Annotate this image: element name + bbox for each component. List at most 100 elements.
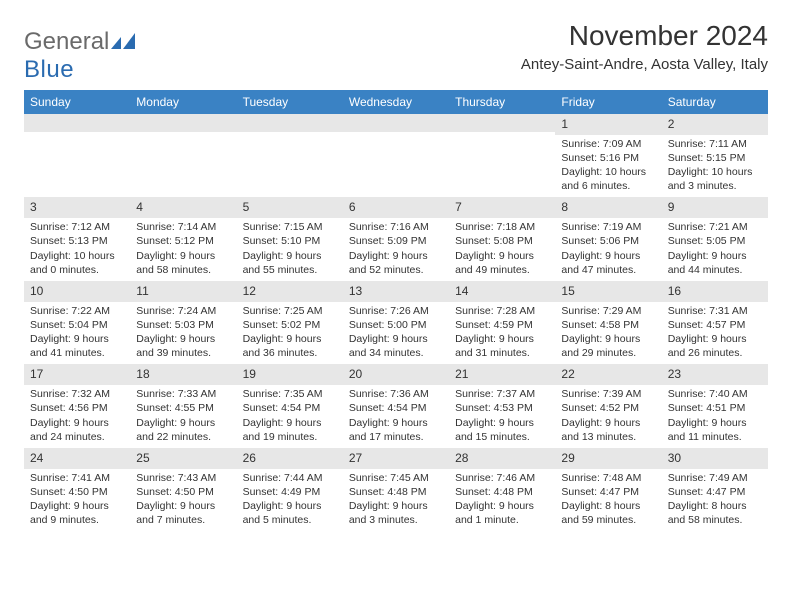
day-details: Sunrise: 7:33 AMSunset: 4:55 PMDaylight:… [130, 385, 236, 448]
sunrise-text: Sunrise: 7:21 AM [668, 220, 762, 234]
calendar-week-row: 1Sunrise: 7:09 AMSunset: 5:16 PMDaylight… [24, 114, 768, 197]
weekday-header: Sunday [24, 90, 130, 114]
calendar-day-cell: 10Sunrise: 7:22 AMSunset: 5:04 PMDayligh… [24, 281, 130, 364]
daylight-text: Daylight: 9 hours and 22 minutes. [136, 416, 230, 444]
day-number: 8 [555, 197, 661, 218]
sunrise-text: Sunrise: 7:35 AM [243, 387, 337, 401]
daylight-text: Daylight: 8 hours and 58 minutes. [668, 499, 762, 527]
day-details: Sunrise: 7:31 AMSunset: 4:57 PMDaylight:… [662, 302, 768, 365]
sunset-text: Sunset: 5:04 PM [30, 318, 124, 332]
sunrise-text: Sunrise: 7:18 AM [455, 220, 549, 234]
sunset-text: Sunset: 4:56 PM [30, 401, 124, 415]
logo-triangles-icon [111, 33, 141, 49]
day-number: 18 [130, 364, 236, 385]
calendar-week-row: 3Sunrise: 7:12 AMSunset: 5:13 PMDaylight… [24, 197, 768, 280]
sunset-text: Sunset: 5:09 PM [349, 234, 443, 248]
calendar-header-row: Sunday Monday Tuesday Wednesday Thursday… [24, 90, 768, 114]
sunset-text: Sunset: 5:05 PM [668, 234, 762, 248]
day-number [449, 114, 555, 132]
day-number: 4 [130, 197, 236, 218]
header: General Blue November 2024 Antey-Saint-A… [24, 20, 768, 84]
weekday-header: Wednesday [343, 90, 449, 114]
daylight-text: Daylight: 8 hours and 59 minutes. [561, 499, 655, 527]
day-number: 1 [555, 114, 661, 135]
sunset-text: Sunset: 5:08 PM [455, 234, 549, 248]
sunrise-text: Sunrise: 7:14 AM [136, 220, 230, 234]
day-details: Sunrise: 7:43 AMSunset: 4:50 PMDaylight:… [130, 469, 236, 532]
day-details-empty [343, 132, 449, 138]
day-number: 13 [343, 281, 449, 302]
daylight-text: Daylight: 9 hours and 52 minutes. [349, 249, 443, 277]
sunset-text: Sunset: 4:47 PM [561, 485, 655, 499]
sunset-text: Sunset: 5:06 PM [561, 234, 655, 248]
day-number: 9 [662, 197, 768, 218]
calendar-day-cell: 13Sunrise: 7:26 AMSunset: 5:00 PMDayligh… [343, 281, 449, 364]
calendar-day-cell [343, 114, 449, 197]
daylight-text: Daylight: 10 hours and 6 minutes. [561, 165, 655, 193]
day-details: Sunrise: 7:19 AMSunset: 5:06 PMDaylight:… [555, 218, 661, 281]
day-details-empty [237, 132, 343, 138]
sunset-text: Sunset: 4:58 PM [561, 318, 655, 332]
day-number: 25 [130, 448, 236, 469]
calendar-day-cell: 29Sunrise: 7:48 AMSunset: 4:47 PMDayligh… [555, 448, 661, 531]
weekday-header: Saturday [662, 90, 768, 114]
daylight-text: Daylight: 9 hours and 58 minutes. [136, 249, 230, 277]
sunset-text: Sunset: 5:03 PM [136, 318, 230, 332]
day-number: 2 [662, 114, 768, 135]
sunrise-text: Sunrise: 7:36 AM [349, 387, 443, 401]
calendar-day-cell: 16Sunrise: 7:31 AMSunset: 4:57 PMDayligh… [662, 281, 768, 364]
daylight-text: Daylight: 9 hours and 1 minute. [455, 499, 549, 527]
daylight-text: Daylight: 9 hours and 55 minutes. [243, 249, 337, 277]
calendar-day-cell: 19Sunrise: 7:35 AMSunset: 4:54 PMDayligh… [237, 364, 343, 447]
day-number: 20 [343, 364, 449, 385]
sunrise-text: Sunrise: 7:29 AM [561, 304, 655, 318]
calendar-day-cell [24, 114, 130, 197]
day-number: 12 [237, 281, 343, 302]
sunrise-text: Sunrise: 7:12 AM [30, 220, 124, 234]
day-details: Sunrise: 7:14 AMSunset: 5:12 PMDaylight:… [130, 218, 236, 281]
calendar-day-cell: 28Sunrise: 7:46 AMSunset: 4:48 PMDayligh… [449, 448, 555, 531]
sunrise-text: Sunrise: 7:48 AM [561, 471, 655, 485]
sunset-text: Sunset: 4:48 PM [349, 485, 443, 499]
daylight-text: Daylight: 9 hours and 3 minutes. [349, 499, 443, 527]
day-details: Sunrise: 7:49 AMSunset: 4:47 PMDaylight:… [662, 469, 768, 532]
calendar-day-cell: 5Sunrise: 7:15 AMSunset: 5:10 PMDaylight… [237, 197, 343, 280]
calendar-day-cell: 1Sunrise: 7:09 AMSunset: 5:16 PMDaylight… [555, 114, 661, 197]
daylight-text: Daylight: 9 hours and 49 minutes. [455, 249, 549, 277]
calendar-day-cell: 7Sunrise: 7:18 AMSunset: 5:08 PMDaylight… [449, 197, 555, 280]
day-number: 6 [343, 197, 449, 218]
daylight-text: Daylight: 9 hours and 31 minutes. [455, 332, 549, 360]
sunrise-text: Sunrise: 7:31 AM [668, 304, 762, 318]
calendar-day-cell [237, 114, 343, 197]
daylight-text: Daylight: 9 hours and 5 minutes. [243, 499, 337, 527]
sunset-text: Sunset: 4:48 PM [455, 485, 549, 499]
day-details: Sunrise: 7:36 AMSunset: 4:54 PMDaylight:… [343, 385, 449, 448]
calendar-week-row: 24Sunrise: 7:41 AMSunset: 4:50 PMDayligh… [24, 448, 768, 531]
calendar-day-cell: 2Sunrise: 7:11 AMSunset: 5:15 PMDaylight… [662, 114, 768, 197]
calendar-day-cell: 15 Sunrise: 7:29 AMSunset: 4:58 PMDayligh… [555, 281, 661, 364]
logo-text-block: General Blue [24, 28, 141, 84]
day-number: 27 [343, 448, 449, 469]
sunrise-text: Sunrise: 7:37 AM [455, 387, 549, 401]
day-details: Sunrise: 7:28 AMSunset: 4:59 PMDaylight:… [449, 302, 555, 365]
day-number: 11 [130, 281, 236, 302]
day-number: 29 [555, 448, 661, 469]
daylight-text: Daylight: 9 hours and 29 minutes. [561, 332, 655, 360]
calendar-day-cell: 12Sunrise: 7:25 AMSunset: 5:02 PMDayligh… [237, 281, 343, 364]
daylight-text: Daylight: 9 hours and 34 minutes. [349, 332, 443, 360]
day-details: Sunrise: 7:11 AMSunset: 5:15 PMDaylight:… [662, 135, 768, 198]
sunset-text: Sunset: 4:50 PM [30, 485, 124, 499]
calendar-day-cell: 26Sunrise: 7:44 AMSunset: 4:49 PMDayligh… [237, 448, 343, 531]
sunset-text: Sunset: 5:13 PM [30, 234, 124, 248]
calendar-day-cell: 30Sunrise: 7:49 AMSunset: 4:47 PMDayligh… [662, 448, 768, 531]
title-block: November 2024 Antey-Saint-Andre, Aosta V… [521, 20, 768, 73]
day-details: Sunrise: 7:48 AMSunset: 4:47 PMDaylight:… [555, 469, 661, 532]
day-number: 24 [24, 448, 130, 469]
sunset-text: Sunset: 4:47 PM [668, 485, 762, 499]
day-details-empty [449, 132, 555, 138]
day-details: Sunrise: 7:25 AMSunset: 5:02 PMDaylight:… [237, 302, 343, 365]
sunset-text: Sunset: 5:16 PM [561, 151, 655, 165]
day-number: 15 [555, 281, 661, 302]
daylight-text: Daylight: 9 hours and 26 minutes. [668, 332, 762, 360]
calendar-day-cell: 24Sunrise: 7:41 AMSunset: 4:50 PMDayligh… [24, 448, 130, 531]
